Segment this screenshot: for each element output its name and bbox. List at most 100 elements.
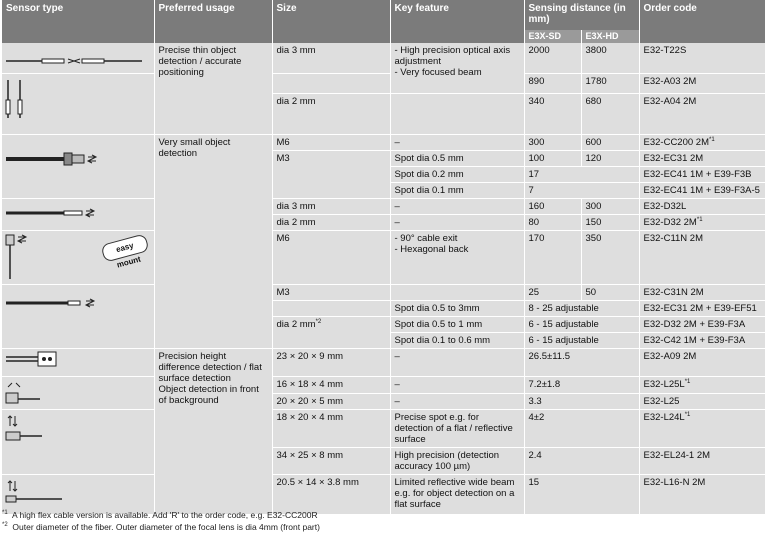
cell-feature: – — [390, 393, 525, 410]
cell-sd: 2.4 — [524, 447, 640, 475]
footnote-ref: *1 — [684, 412, 691, 418]
cell-order-code: E32-CC200 2M*1 — [639, 134, 766, 151]
sensor-table: Sensor type Preferred usage Size Key fea… — [2, 0, 766, 515]
cell-hd: 1780 — [581, 73, 640, 94]
header-preferred-usage: Preferred usage — [154, 0, 273, 43]
threaded-sensor-icon — [6, 152, 98, 166]
cell-feature: Limited reflective wide beam e.g. for ob… — [390, 474, 525, 515]
cell-feature: Precise spot e.g. for detection of a fla… — [390, 409, 525, 448]
cell-hd: 350 — [581, 230, 640, 285]
cell-feature: Spot dia 0.5 to 1 mm — [390, 316, 525, 333]
header-order-code: Order code — [639, 0, 766, 43]
cell-feature: – — [390, 214, 525, 231]
cell-size: dia 2 mm — [272, 214, 391, 231]
cell-order-code: E32-C31N 2M — [639, 284, 766, 301]
cell-feature: - High precision optical axis adjustment… — [390, 43, 525, 94]
cell-size: M6 — [272, 134, 391, 151]
cell-sd: 170 — [524, 230, 582, 285]
cell-sd: 340 — [524, 93, 582, 135]
header-e3x-hd: E3X-HD — [581, 30, 640, 43]
footnote-ref: *1 — [696, 217, 703, 223]
cell-order-code: E32-L16-N 2M — [639, 474, 766, 515]
cell-size: 23 × 20 × 9 mm — [272, 348, 391, 377]
header-sensor-type: Sensor type — [2, 0, 155, 43]
cell-feature: Spot dia 0.1 mm — [390, 182, 525, 199]
cell-sd: 6 - 15 adjustable — [524, 316, 640, 333]
cell-size: 16 × 18 × 4 mm — [272, 376, 391, 394]
thru-beam-sensor-icon — [6, 58, 142, 64]
sensor-image-block — [2, 348, 155, 377]
cell-sd: 4±2 — [524, 409, 640, 448]
footnote-mark: *2 — [2, 522, 8, 528]
cell-size: dia 2 mm*2 — [272, 316, 391, 349]
cell-feature: – — [390, 376, 525, 394]
cell-feature: – — [390, 198, 525, 215]
cell-sd: 25 — [524, 284, 582, 301]
cell-sd: 3.3 — [524, 393, 640, 410]
cell-size: dia 3 mm — [272, 43, 391, 74]
usage-height-diff-text: Precision height difference detection / … — [158, 351, 262, 384]
cell-order-code: E32-T22S — [639, 43, 766, 74]
usage-object-bg-text: Object detection in front of background — [158, 384, 259, 406]
footnote-text: Outer diameter of the fiber. Outer diame… — [12, 522, 320, 532]
cell-hd: 3800 — [581, 43, 640, 74]
cell-feature: Spot dia 0.1 to 0.6 mm — [390, 332, 525, 349]
sensor-image-threaded — [2, 134, 155, 199]
cell-feature-empty — [390, 93, 525, 135]
cell-size: M6 — [272, 230, 391, 285]
cell-sd: 7 — [524, 182, 640, 199]
sensor-image-sleeve — [2, 198, 155, 231]
cell-sd: 17 — [524, 166, 640, 183]
usage-height-diff: Precision height difference detection / … — [154, 348, 273, 515]
footnote-ref: *2 — [315, 319, 322, 325]
sensor-image-reflective — [2, 376, 155, 410]
cell-size: 34 × 25 × 8 mm — [272, 447, 391, 475]
angled-sensor-icon — [5, 80, 23, 118]
footnote-2: *2 Outer diameter of the fiber. Outer di… — [2, 522, 320, 532]
cell-order-code: E32-EC41 1M + E39-F3B — [639, 166, 766, 183]
footnote-1: *1 A high flex cable version is availabl… — [2, 510, 318, 520]
cell-order-code: E32-L25L*1 — [639, 376, 766, 394]
sensor-image-thru-beam — [2, 43, 155, 74]
cell-sd: 2000 — [524, 43, 582, 74]
cell-sd: 300 — [524, 134, 582, 151]
sensor-image-miniature — [2, 284, 155, 349]
size-text: dia 2 mm — [276, 319, 316, 330]
cell-size: 18 × 20 × 4 mm — [272, 409, 391, 448]
cell-order-code: E32-D32L — [639, 198, 766, 215]
cell-feature: – — [390, 348, 525, 377]
cell-order-code: E32-EC41 1M + E39-F3A-5 — [639, 182, 766, 199]
cell-order-code: E32-A03 2M — [639, 73, 766, 94]
cell-order-code: E32-EL24-1 2M — [639, 447, 766, 475]
usage-precise-thin: Precise thin object detection / accurate… — [154, 43, 273, 135]
footnote-ref: *1 — [709, 137, 715, 143]
cell-feature: Spot dia 0.5 mm — [390, 150, 525, 167]
cell-sd: 890 — [524, 73, 582, 94]
footnote-ref: *1 — [684, 379, 691, 385]
footnote-mark: *1 — [2, 510, 8, 516]
cell-order-code: E32-D32 2M + E39-F3A — [639, 316, 766, 333]
cell-size: M3 — [272, 150, 391, 199]
cell-order-code: E32-A09 2M — [639, 348, 766, 377]
sleeve-sensor-icon — [6, 208, 96, 218]
cell-hd: 300 — [581, 198, 640, 215]
order-code-text: E32-L24L — [643, 412, 685, 423]
order-code-text: E32-D32 2M — [643, 217, 697, 228]
cell-feature: High precision (detection accuracy 100 µ… — [390, 447, 525, 475]
cell-order-code: E32-D32 2M*1 — [639, 214, 766, 231]
footnote-text: A high flex cable version is available. … — [11, 510, 318, 520]
cell-feature: Spot dia 0.2 mm — [390, 166, 525, 183]
limited-reflective-sensor-icon — [5, 415, 42, 441]
cell-order-code: E32-L24L*1 — [639, 409, 766, 448]
miniature-sensor-icon — [6, 298, 96, 308]
cell-order-code: E32-L25 — [639, 393, 766, 410]
cell-size: dia 3 mm — [272, 198, 391, 215]
cell-order-code: E32-C42 1M + E39-F3A — [639, 332, 766, 349]
reflective-sensor-icon — [5, 382, 40, 404]
cell-feature-empty — [390, 284, 525, 301]
cell-order-code: E32-EC31 2M — [639, 150, 766, 167]
header-sensing-distance: Sensing distance (in mm) — [524, 0, 640, 30]
cell-size: dia 2 mm — [272, 93, 391, 135]
header-key-feature: Key feature — [390, 0, 525, 43]
